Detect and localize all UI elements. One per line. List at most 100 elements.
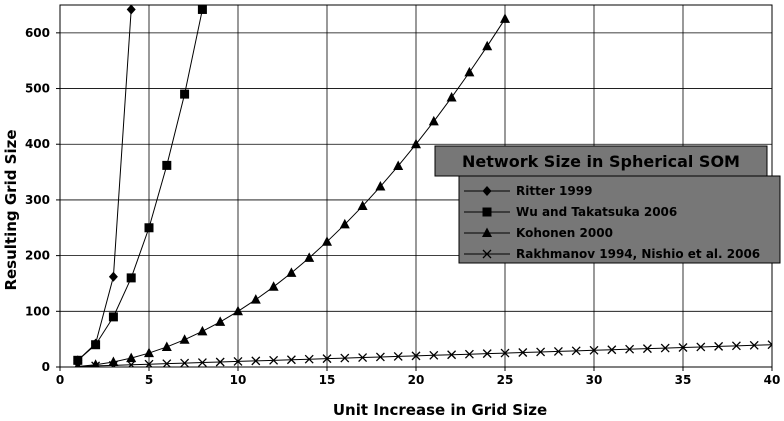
- x-tick-label: 0: [56, 373, 64, 387]
- data-point: [322, 354, 332, 364]
- data-point: [162, 160, 172, 170]
- data-point: [269, 355, 279, 365]
- data-point: [411, 138, 421, 149]
- legend-marker: [482, 186, 492, 196]
- legend-marker: [482, 207, 492, 217]
- y-tick-label: 300: [25, 193, 50, 207]
- data-point: [251, 356, 261, 366]
- y-tick-label: 400: [25, 137, 50, 151]
- data-point: [340, 353, 350, 363]
- data-point: [91, 359, 100, 367]
- data-point: [393, 160, 404, 170]
- x-tick-label: 25: [497, 373, 514, 387]
- x-tick-label: 20: [408, 373, 425, 387]
- data-point: [286, 355, 296, 365]
- data-point: [233, 305, 243, 316]
- legend-marker: [482, 249, 492, 259]
- chart-title: Network Size in Spherical SOM: [462, 152, 740, 171]
- legend-label: Ritter 1999: [516, 184, 592, 198]
- data-point: [91, 340, 101, 350]
- data-point: [767, 340, 772, 350]
- data-point: [215, 316, 226, 326]
- data-point: [464, 66, 475, 77]
- data-point: [500, 348, 510, 358]
- data-point: [180, 89, 190, 99]
- data-point: [607, 345, 617, 355]
- data-point: [447, 350, 457, 360]
- data-point: [536, 347, 546, 357]
- data-point: [108, 271, 118, 282]
- series-line: [77, 9, 203, 361]
- series-3: [74, 13, 510, 367]
- data-point: [91, 361, 101, 367]
- data-point: [179, 334, 190, 344]
- x-tick-label: 5: [145, 373, 153, 387]
- data-point: [126, 352, 137, 363]
- x-axis-title: Unit Increase in Grid Size: [333, 401, 547, 419]
- data-point: [126, 273, 136, 283]
- data-point: [126, 360, 136, 367]
- x-tick-label: 40: [764, 373, 781, 387]
- series-line: [77, 344, 772, 367]
- data-point: [197, 5, 207, 14]
- y-tick-label: 600: [25, 26, 50, 40]
- data-point: [429, 350, 439, 360]
- data-point: [197, 325, 208, 336]
- data-point: [268, 281, 279, 291]
- data-point: [180, 358, 190, 367]
- data-point: [731, 341, 741, 351]
- data-point: [108, 360, 118, 367]
- legend: Network Size in Spherical SOM Ritter 199…: [434, 145, 781, 264]
- y-tick-label: 500: [25, 82, 50, 96]
- data-point: [428, 115, 439, 126]
- data-point: [215, 357, 225, 367]
- data-point: [714, 341, 724, 351]
- data-point: [108, 312, 118, 322]
- data-point: [162, 359, 172, 367]
- data-point: [500, 13, 510, 23]
- data-point: [464, 349, 474, 359]
- data-point: [322, 236, 332, 246]
- data-point: [375, 352, 385, 362]
- data-point: [625, 344, 635, 354]
- data-point: [589, 345, 599, 355]
- data-point: [375, 181, 386, 191]
- data-point: [358, 353, 368, 362]
- data-point: [446, 91, 457, 102]
- data-point: [286, 267, 297, 277]
- x-tick-label: 15: [319, 373, 336, 387]
- x-tick-label: 35: [675, 373, 692, 387]
- data-point: [197, 358, 207, 367]
- data-point: [144, 223, 154, 233]
- data-point: [339, 218, 350, 229]
- data-point: [357, 200, 368, 211]
- legend-label: Rakhmanov 1994, Nishio et al. 2006: [516, 247, 760, 261]
- data-point: [161, 341, 172, 351]
- data-point: [642, 344, 652, 354]
- y-tick-label: 0: [42, 360, 50, 374]
- data-point: [571, 346, 581, 356]
- y-axis-title: Resulting Grid Size: [2, 129, 20, 290]
- legend-box: [458, 175, 781, 264]
- data-point: [304, 252, 315, 262]
- legend-label: Wu and Takatsuka 2006: [516, 205, 677, 219]
- legend-marker: [482, 227, 492, 237]
- series-layer: [73, 5, 772, 367]
- x-tick-label: 30: [586, 373, 603, 387]
- data-point: [144, 347, 154, 358]
- x-tick-label: 10: [230, 373, 247, 387]
- data-point: [144, 359, 154, 367]
- data-point: [73, 355, 83, 365]
- data-point: [678, 343, 688, 352]
- data-point: [126, 5, 136, 15]
- data-point: [518, 348, 528, 357]
- data-point: [411, 351, 421, 361]
- legend-label: Kohonen 2000: [516, 226, 613, 240]
- legend-title-box: [434, 145, 768, 177]
- data-point: [250, 294, 261, 304]
- y-tick-label: 100: [25, 304, 50, 318]
- y-tick-label: 200: [25, 249, 50, 263]
- data-point: [482, 40, 493, 51]
- data-point: [73, 361, 83, 367]
